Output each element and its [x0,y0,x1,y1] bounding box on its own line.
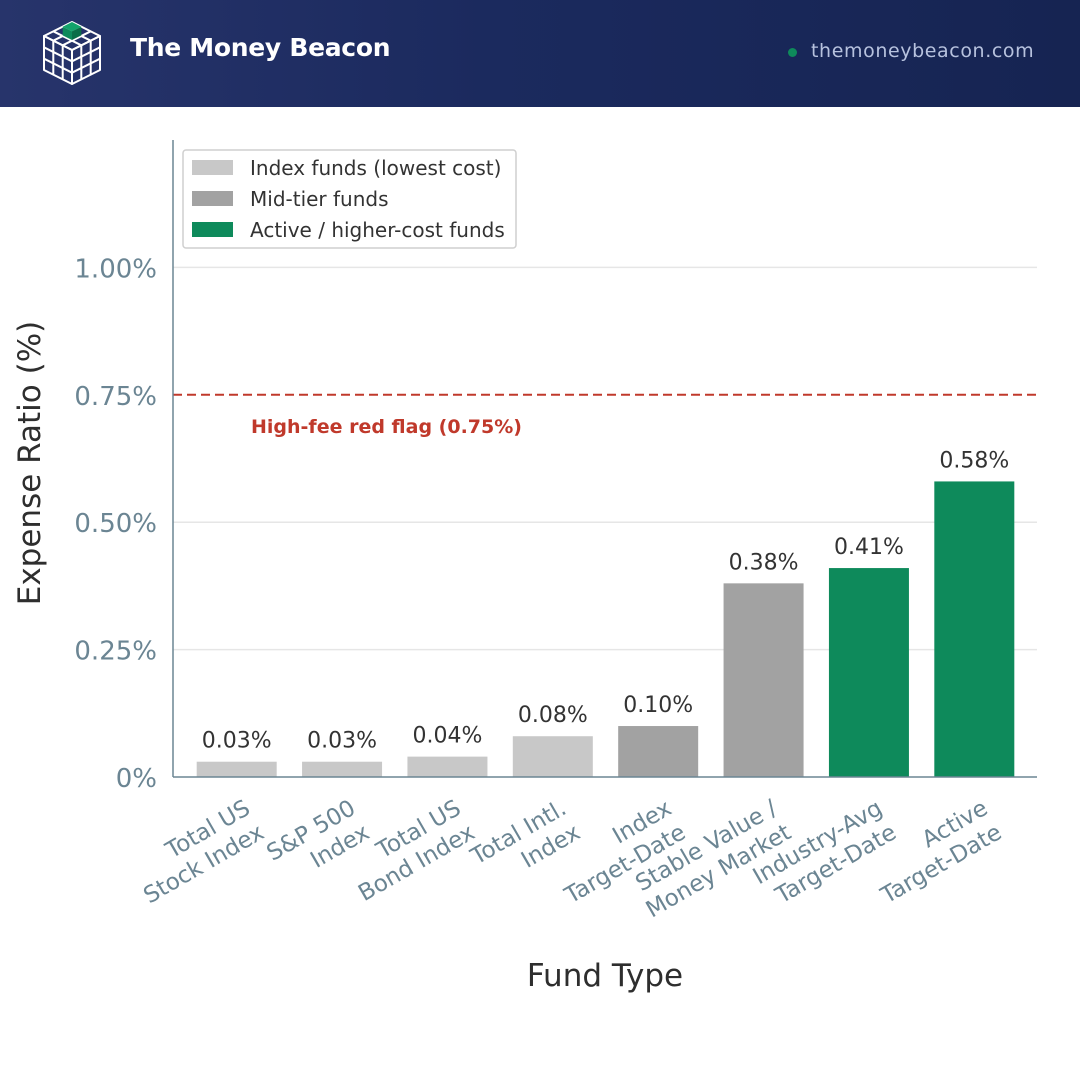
bar [618,726,699,777]
bar-value-label: 0.03% [202,729,272,754]
y-tick-label: 0.50% [74,509,157,539]
x-tick-label: Total Intl.Index [466,795,585,895]
bars: 0.03% 0.03% 0.04% 0.08% 0.10% 0.38% 0.41% 0.58% [196,448,1015,777]
bar-value-label: 0.10% [623,693,693,718]
axes [172,140,1037,778]
cube-grid-icon [43,21,101,85]
legend-swatch [192,222,233,237]
bar [196,761,277,777]
y-tick-label: 1.00% [74,254,157,284]
x-tick-text: Total USStock Index [125,795,268,909]
y-tick-label: 0.25% [74,637,157,667]
bar [512,736,593,777]
red-flag-label: High-fee red flag (0.75%) [251,416,522,438]
x-tick-text: Total Intl.Index [466,795,585,895]
x-tick-label: Total USBond Index [340,795,479,907]
status-dot-icon [788,48,797,57]
legend-label: Mid-tier funds [250,187,389,211]
bar [302,761,383,777]
y-axis-title: Expense Ratio (%) [12,321,48,606]
bar [828,568,909,777]
x-tick-label: Total USStock Index [125,795,268,909]
bar-value-label: 0.03% [307,729,377,754]
x-tick-text: S&P 500Index [263,795,375,891]
site-url: themoneybeacon.com [811,40,1035,62]
bar-value-label: 0.58% [939,448,1009,473]
header-banner: The Money Beacon themoneybeacon.com [0,0,1080,107]
expense-ratio-chart: High-fee red flag (0.75%) 0.03% 0.03% 0.04… [12,140,1037,994]
y-tick-label: 0.75% [74,382,157,412]
bar-value-label: 0.08% [518,703,588,728]
bar-value-label: 0.38% [729,550,799,575]
bar-value-label: 0.41% [834,535,904,560]
x-axis-title: Fund Type [527,958,683,994]
legend-label: Active / higher-cost funds [250,218,505,242]
x-tick-label: S&P 500Index [263,795,375,891]
legend: Index funds (lowest cost) Mid-tier funds A… [182,149,517,249]
legend-label: Index funds (lowest cost) [250,156,501,180]
bar [723,583,804,777]
legend-box [182,149,517,249]
x-tick-text: Total USBond Index [340,795,479,907]
legend-swatch [192,191,233,206]
bar [407,756,488,777]
bar [934,481,1015,777]
brand-name: The Money Beacon [130,33,391,62]
bar-value-label: 0.04% [412,724,482,749]
y-tick-label: 0% [116,764,157,794]
reference-line-group: High-fee red flag (0.75%) [173,393,1037,438]
y-tick-labels: 0% 0.25% 0.50% 0.75% 1.00% [74,254,157,794]
legend-swatch [192,160,233,175]
